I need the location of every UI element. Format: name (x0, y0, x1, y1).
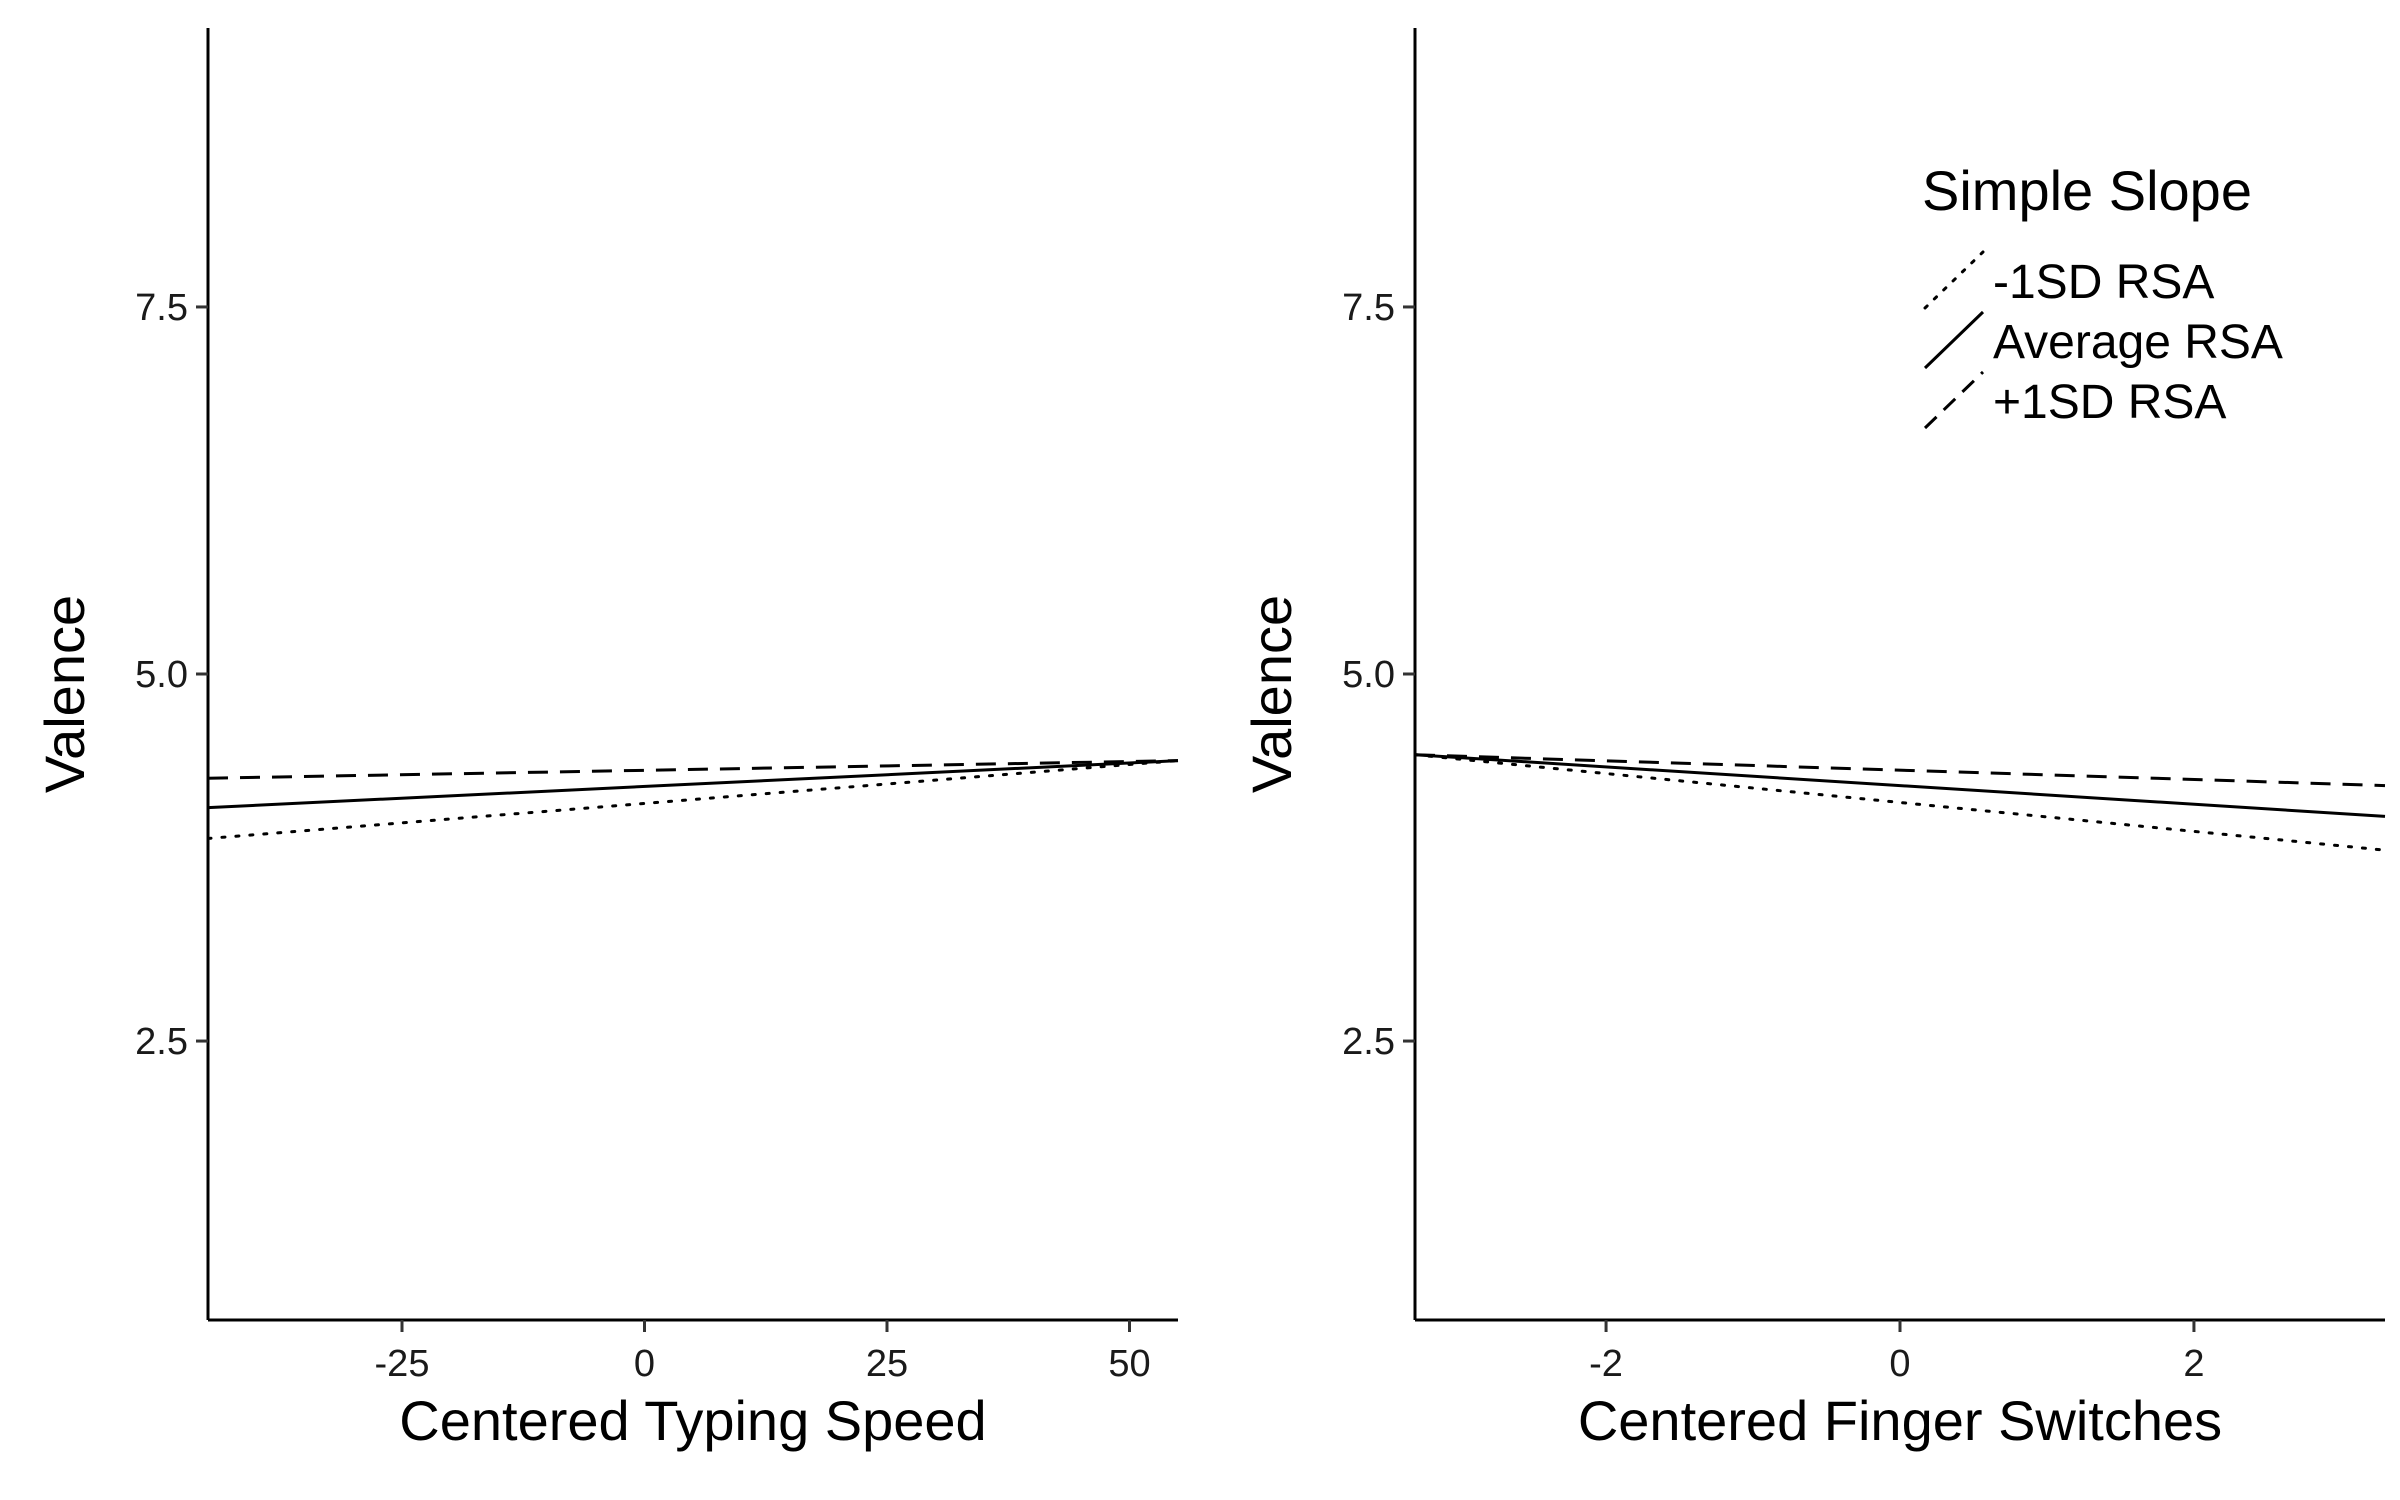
y-tick-label: 2.5 (1342, 1021, 1395, 1063)
series-line-dotted (206, 759, 1180, 840)
legend-key-dashed (1923, 370, 1985, 430)
legend-key-solid (1923, 310, 1985, 370)
x-tick-label: 0 (1889, 1343, 1910, 1385)
series-line-solid (207, 759, 1179, 810)
x-tick-label: -2 (1589, 1343, 1623, 1385)
legend-label: -1SD RSA (1993, 256, 2214, 309)
y-tick-label: 7.5 (135, 287, 188, 329)
x-tick-label: 0 (634, 1343, 655, 1385)
y-tick-label: 5.0 (135, 654, 188, 696)
y-tick-label: 5.0 (1342, 654, 1395, 696)
x-tick-label: 2 (2183, 1343, 2204, 1385)
series-line-dotted (1413, 753, 2387, 852)
x-axis-title: Centered Finger Switches (1578, 1389, 2222, 1452)
legend: Simple Slope -1SD RSA Average RSA +1SD RSA (1922, 159, 2283, 430)
series-line-dashed (1414, 753, 2386, 788)
y-tick-label: 2.5 (135, 1021, 188, 1063)
x-tick-label: 25 (866, 1343, 908, 1385)
y-tick-label: 7.5 (1342, 287, 1395, 329)
y-axis-title: Valence (1240, 595, 1303, 793)
y-axis-title: Valence (33, 595, 96, 793)
x-tick-label: -25 (375, 1343, 430, 1385)
legend-title: Simple Slope (1922, 159, 2252, 222)
legend-key-dotted (1923, 250, 1985, 310)
x-axis-title: Centered Typing Speed (399, 1389, 986, 1452)
x-tick-label: 50 (1108, 1343, 1150, 1385)
series-line-solid (1414, 753, 2386, 818)
panel-1: 2.5 5.0 7.5 -25 0 25 50 Centered Typing Speed Va… (33, 28, 1180, 1452)
series-line-dashed (207, 759, 1179, 780)
legend-label: +1SD RSA (1993, 376, 2226, 429)
legend-label: Average RSA (1993, 316, 2283, 369)
